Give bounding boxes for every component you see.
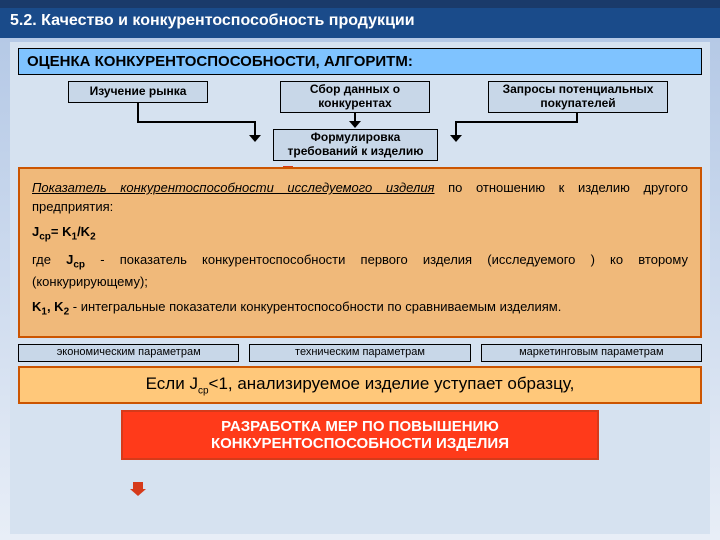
info-p3a: где xyxy=(32,252,66,267)
conclusion-box: Если Jср<1, анализируемое изделие уступа… xyxy=(18,366,702,404)
final-box: РАЗРАБОТКА МЕР ПО ПОВЫШЕНИЮ КОНКУРЕНТОСП… xyxy=(121,410,600,460)
info-p1: Показатель конкурентоспособности исследу… xyxy=(32,179,688,217)
line-h3 xyxy=(456,121,578,123)
top-bar xyxy=(0,0,720,8)
info-formula: Jср= K1/K2 xyxy=(32,223,688,245)
mid-row: экономическим параметрам техническим пар… xyxy=(18,344,702,362)
info-p1-ul: Показатель конкурентоспособности исследу… xyxy=(32,180,435,195)
mid-tech: техническим параметрам xyxy=(249,344,470,362)
line-v1 xyxy=(137,103,139,121)
mid-mkt: маркетинговым параметрам xyxy=(481,344,702,362)
algorithm-title: ОЦЕНКА КОНКУРЕНТОСПОСОБНОСТИ, АЛГОРИТМ: xyxy=(18,48,702,75)
flow-area: Изучение рынка Сбор данных о конкурентах… xyxy=(18,81,702,163)
arrow-d2 xyxy=(354,113,356,127)
line-h1 xyxy=(137,121,255,123)
line-v3 xyxy=(576,113,578,121)
flow-box-formul: Формулировка требований к изделию xyxy=(273,129,438,161)
arrow-d1 xyxy=(254,121,256,141)
content-panel: ОЦЕНКА КОНКУРЕНТОСПОСОБНОСТИ, АЛГОРИТМ: … xyxy=(10,42,710,534)
flow-box-req: Запросы потенциальных покупателей xyxy=(488,81,668,113)
info-p3: где Jср - показатель конкурентоспособнос… xyxy=(32,251,688,292)
flow-box-market: Изучение рынка xyxy=(68,81,208,103)
info-p4: K1, K2 - интегральные показатели конкуре… xyxy=(32,298,688,320)
info-box: Показатель конкурентоспособности исследу… xyxy=(18,167,702,338)
info-p3c: - показатель конкурентоспособности перво… xyxy=(32,252,688,289)
red-arrow-bottom xyxy=(130,482,146,496)
slide-header: 5.2. Качество и конкурентоспособность пр… xyxy=(0,8,720,38)
arrow-d3 xyxy=(455,121,457,141)
flow-box-data: Сбор данных о конкурентах xyxy=(280,81,430,113)
mid-econ: экономическим параметрам xyxy=(18,344,239,362)
